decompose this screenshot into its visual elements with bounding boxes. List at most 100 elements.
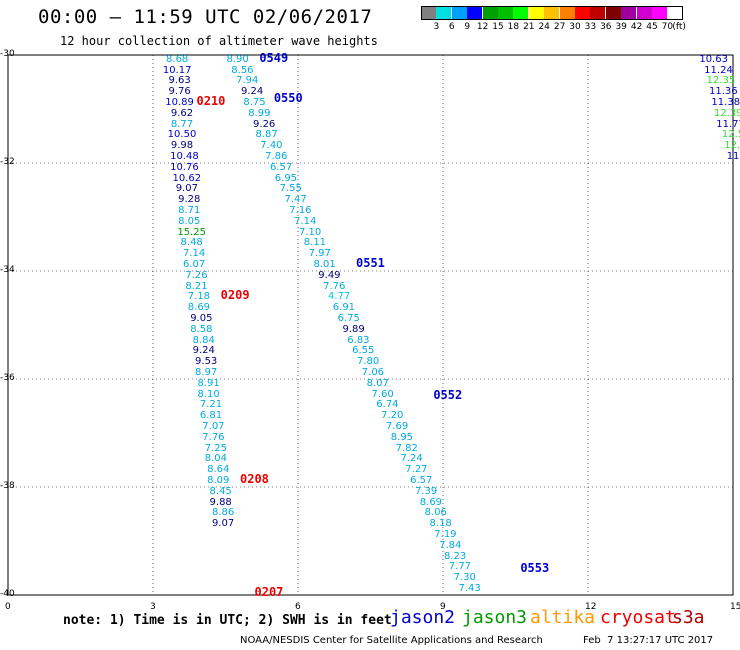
- colorbar-label: 15: [492, 22, 504, 32]
- swh-value: 7.94: [236, 75, 259, 87]
- swh-value: 8.95: [390, 431, 414, 443]
- x-tick-label: 0: [5, 602, 11, 612]
- swh-value: 7.24: [400, 453, 423, 465]
- colorbar-swatch: [544, 6, 560, 20]
- y-tick-label: -40: [0, 589, 15, 599]
- swh-value: 8.18: [429, 518, 452, 530]
- swh-value: 6.57: [410, 474, 433, 486]
- colorbar-label: 33: [584, 22, 597, 32]
- pass-time-label: 0210: [196, 93, 226, 108]
- swh-value: 8.87: [255, 129, 278, 141]
- swh-value: 11.36: [709, 86, 738, 98]
- swh-value: 7.84: [439, 539, 462, 551]
- satellite-legend-s3a: s3a: [672, 607, 705, 628]
- swh-value: 7.43: [458, 582, 481, 594]
- swh-value: 7.76: [202, 431, 225, 443]
- swh-value: 4.77: [327, 291, 351, 303]
- pass-time-label: 0552: [433, 388, 463, 403]
- swh-value: 8.84: [192, 334, 215, 346]
- swh-value: 10.62: [172, 172, 202, 184]
- colorbar-label: 18: [507, 22, 520, 32]
- swh-value: 8.97: [195, 366, 218, 378]
- swh-value: 9.89: [342, 323, 365, 335]
- colorbar-swatch: [451, 6, 467, 20]
- swh-value: 9.49: [318, 269, 341, 281]
- swh-value: 12.5: [721, 129, 740, 141]
- colorbar-label: 27: [553, 22, 566, 32]
- pass-time-label: 0550: [273, 91, 303, 106]
- footer-credit: NOAA/NESDIS Center for Satellite Applica…: [240, 635, 543, 646]
- colorbar-label: 21: [523, 22, 535, 32]
- map-frame: [7, 54, 734, 596]
- map-title: 00:00 – 11:59 UTC 02/06/2017: [38, 6, 373, 28]
- swh-value: 8.58: [190, 323, 213, 335]
- swh-value: 8.71: [178, 204, 201, 216]
- colorbar-label: 9: [464, 22, 471, 32]
- swh-value: 12.4: [724, 140, 740, 152]
- swh-value: 6.07: [182, 258, 206, 270]
- footer-timestamp: Feb 7 13:27:17 UTC 2017: [583, 635, 714, 646]
- swh-value: 8.01: [313, 258, 336, 270]
- swh-value: 8.06: [424, 507, 447, 519]
- swh-value: 7.30: [453, 572, 476, 584]
- swh-value: 9.26: [253, 118, 276, 130]
- swh-value: 9.05: [190, 312, 213, 324]
- colorbar-label: 70: [661, 22, 674, 32]
- colorbar-swatch: [667, 6, 683, 20]
- swh-value: 10.63: [699, 53, 728, 65]
- satellite-legend-jason3: jason3: [462, 607, 528, 628]
- swh-value: 9.62: [170, 107, 194, 119]
- colorbar-label: (ft): [672, 22, 686, 32]
- colorbar-swatch: [421, 6, 436, 20]
- swh-value: 6.75: [337, 312, 360, 324]
- swh-value: 8.69: [187, 302, 211, 314]
- swh-value: 11.24: [704, 64, 733, 76]
- swh-value: 10.89: [165, 96, 194, 108]
- y-tick-label: -30: [0, 49, 15, 59]
- pass-time-label: 0551: [356, 255, 385, 270]
- swh-value: 9.24: [240, 86, 264, 98]
- swh-value: 9.07: [175, 183, 198, 195]
- swh-value: 8.21: [185, 280, 208, 292]
- swh-value: 11.77: [716, 118, 740, 130]
- swh-value: 8.99: [248, 107, 271, 119]
- y-tick-label: -38: [0, 481, 15, 491]
- swh-value: 10.50: [167, 129, 197, 141]
- swh-value: 7.06: [361, 366, 385, 378]
- colorbar-swatch: [559, 6, 575, 20]
- swh-value: 9.88: [209, 496, 232, 508]
- swh-value: 15.25: [177, 226, 206, 238]
- colorbar-swatch: [636, 6, 652, 20]
- swh-value: 10.17: [162, 64, 192, 76]
- swh-value: 7.07: [202, 420, 225, 432]
- swh-value: 9.76: [168, 86, 191, 98]
- y-tick-label: -32: [0, 157, 15, 167]
- x-tick-label: 9: [440, 602, 446, 612]
- map-subtitle: 12 hour collection of altimeter wave hei…: [60, 34, 378, 48]
- swh-value: 7.60: [371, 388, 394, 400]
- swh-value: 8.86: [211, 507, 235, 519]
- colorbar-swatch: [482, 6, 498, 20]
- colorbar-label: 42: [630, 22, 643, 32]
- pass-time-label: 0207: [254, 585, 284, 600]
- swh-value: 8.48: [180, 237, 203, 249]
- swh-value: 11.38: [711, 96, 740, 108]
- swh-value: 7.26: [185, 269, 208, 281]
- colorbar-swatch: [498, 6, 513, 20]
- swh-value: 7.16: [289, 204, 312, 216]
- colorbar-swatch: [605, 6, 621, 20]
- colorbar-label: 24: [538, 22, 550, 32]
- x-tick-label: 15: [730, 602, 740, 612]
- swh-value: 11.7: [726, 150, 740, 162]
- swh-value: 8.77: [170, 118, 194, 130]
- swh-value: 8.69: [419, 496, 443, 508]
- swh-value: 12.39: [713, 107, 740, 119]
- y-tick-label: -36: [0, 373, 15, 383]
- swh-value: 9.63: [168, 75, 191, 87]
- x-tick-label: 3: [150, 602, 156, 612]
- y-tick-label: -34: [0, 265, 15, 275]
- swh-value: 6.57: [269, 161, 293, 173]
- colorbar-label: 45: [646, 22, 658, 32]
- swh-value: 6.95: [274, 172, 298, 184]
